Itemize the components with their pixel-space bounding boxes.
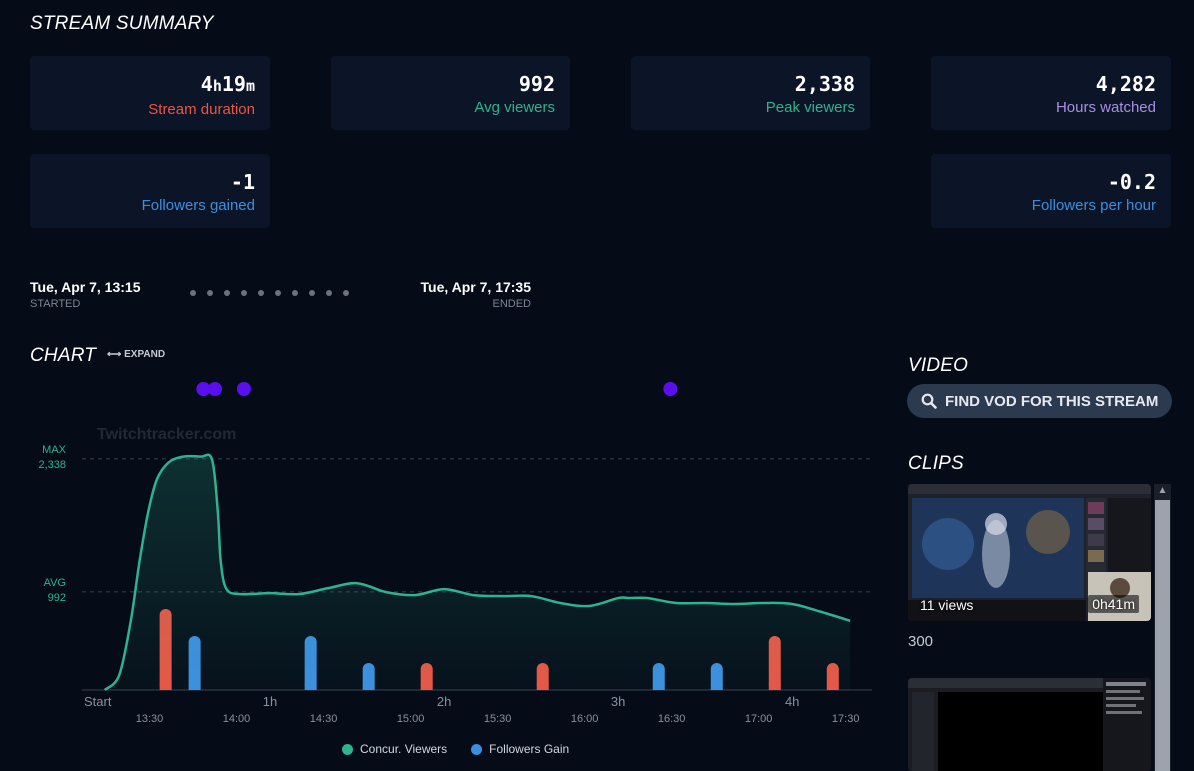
stat-card-stream-duration: 4h19m Stream duration: [30, 56, 270, 130]
clock-tick-8: 17:30: [832, 713, 860, 725]
chart-watermark: Twitchtracker.com: [97, 426, 236, 443]
stat-card-followers-gained: -1 Followers gained: [30, 154, 270, 228]
stream-summary-title: STREAM SUMMARY: [30, 13, 214, 34]
event-marker-0: [196, 382, 211, 396]
stream-started: Tue, Apr 7, 13:15 STARTED: [30, 279, 140, 310]
hours-watched-label: Hours watched: [1055, 99, 1156, 116]
chart-legend: Concur. Viewers Followers Gain: [342, 742, 569, 756]
reference-value-avg: 992: [48, 592, 66, 604]
clip-preview-image: [908, 678, 1151, 771]
legend-followers-gain[interactable]: Followers Gain: [471, 742, 569, 756]
clock-tick-1: 14:00: [223, 713, 251, 725]
clip-views: 11 views: [920, 597, 974, 613]
viewers-area: [104, 454, 851, 690]
followers-gained-label: Followers gained: [141, 197, 255, 214]
duration-tick-1: 1h: [263, 694, 277, 709]
started-label: STARTED: [30, 298, 81, 310]
duration-tick-3: 3h: [611, 694, 625, 709]
hours-watched-value: 4,282: [1095, 72, 1156, 96]
stat-card-followers-per-hour: -0.2 Followers per hour: [931, 154, 1171, 228]
search-icon: [921, 393, 937, 409]
clock-tick-7: 17:00: [745, 713, 773, 725]
clock-tick-5: 16:00: [571, 713, 599, 725]
reference-label-avg: AVG: [44, 577, 66, 589]
expand-button[interactable]: ⟷ EXPAND: [107, 349, 166, 360]
clock-tick-3: 15:00: [397, 713, 425, 725]
clip-preview-image: [908, 484, 1151, 621]
clock-tick-2: 14:30: [310, 713, 338, 725]
followers-per-hour-value: -0.2: [1107, 170, 1156, 194]
legend-swatch: [342, 743, 353, 755]
clip-thumbnail-2[interactable]: [908, 678, 1151, 771]
concur-viewers-line: [103, 453, 851, 691]
peak-viewers-label: Peak viewers: [765, 99, 855, 116]
clock-tick-6: 16:30: [658, 713, 686, 725]
duration-tick-2: 2h: [437, 694, 451, 709]
avg-viewers-label: Avg viewers: [474, 99, 555, 116]
stat-card-hours-watched: 4,282 Hours watched: [931, 56, 1171, 130]
followers-gained-value: -1: [230, 170, 255, 194]
clip-duration: 0h41m: [1088, 595, 1139, 613]
event-marker-3: [663, 382, 678, 396]
video-title: VIDEO: [908, 355, 969, 376]
clip-thumbnail-1[interactable]: 11 views 0h41m: [908, 484, 1151, 621]
peak-viewers-value: 2,338: [794, 72, 855, 96]
timeline-dots: [190, 290, 349, 296]
stat-card-peak-viewers: 2,338 Peak viewers: [631, 56, 870, 130]
stream-duration-value: 4h19m: [200, 72, 255, 96]
stream-ended: Tue, Apr 7, 17:35 ENDED: [418, 279, 531, 310]
clock-tick-4: 15:30: [484, 713, 512, 725]
stream-duration-label: Stream duration: [148, 101, 255, 118]
stat-card-avg-viewers: 992 Avg viewers: [331, 56, 570, 130]
viewers-chart: Twitchtracker.com MAX 2,338 AVG 992 Start 1h 2…: [38, 382, 872, 725]
legend-swatch: [471, 743, 483, 755]
ended-label: ENDED: [492, 298, 531, 310]
expand-arrows-icon: ⟷: [107, 349, 122, 360]
followers-per-hour-label: Followers per hour: [1031, 197, 1156, 214]
duration-tick-0: Start: [84, 694, 112, 709]
reference-label-max: MAX: [42, 444, 67, 456]
clips-title: CLIPS: [908, 453, 964, 474]
reference-value-max: 2,338: [38, 459, 66, 471]
scroll-up-icon[interactable]: ▲: [1157, 485, 1168, 496]
duration-tick-4: 4h: [785, 694, 799, 709]
event-marker-2: [236, 382, 251, 396]
clip-count: 300: [908, 633, 934, 650]
chart-title: CHART: [30, 345, 97, 366]
ended-date: Tue, Apr 7, 17:35: [420, 279, 531, 295]
legend-concur-viewers[interactable]: Concur. Viewers: [342, 742, 447, 756]
clock-tick-0: 13:30: [136, 713, 164, 725]
find-vod-button[interactable]: FIND VOD FOR THIS STREAM: [907, 384, 1172, 418]
avg-viewers-value: 992: [518, 72, 555, 96]
clips-scrollbar-thumb[interactable]: [1155, 500, 1170, 771]
event-marker-1: [207, 382, 222, 396]
started-date: Tue, Apr 7, 13:15: [30, 279, 141, 295]
